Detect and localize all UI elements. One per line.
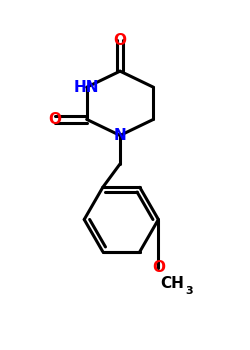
Text: O: O bbox=[114, 33, 126, 48]
Text: CH: CH bbox=[160, 276, 184, 291]
Text: O: O bbox=[152, 260, 165, 275]
Text: O: O bbox=[48, 112, 61, 127]
Text: 3: 3 bbox=[186, 286, 193, 296]
Text: N: N bbox=[114, 128, 126, 143]
Text: HN: HN bbox=[74, 80, 100, 95]
